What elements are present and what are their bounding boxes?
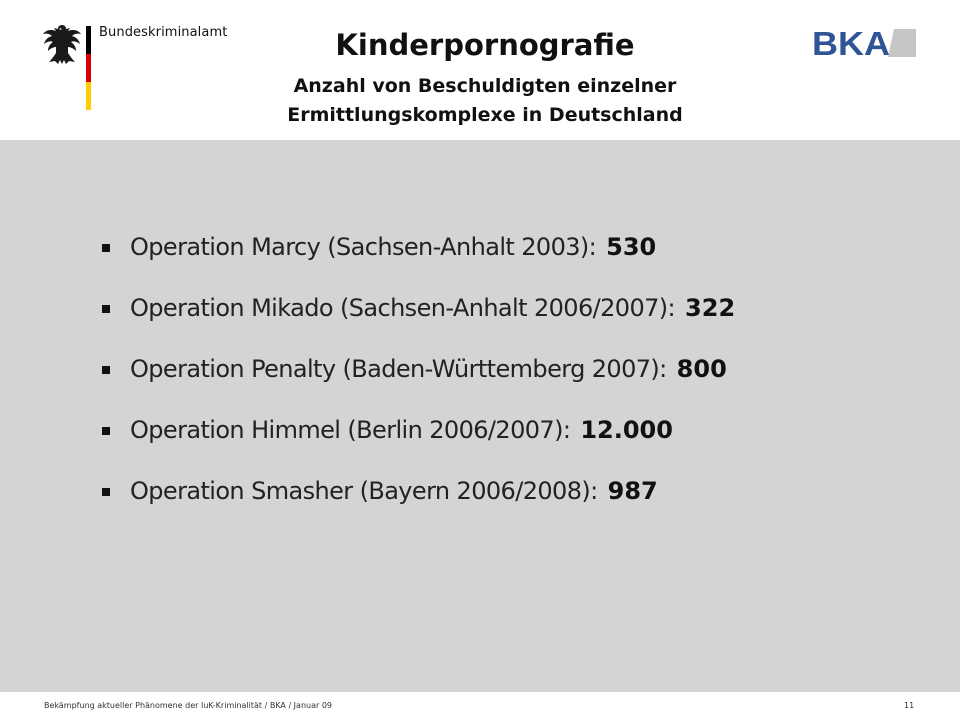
list-item-text: Operation Smasher (Bayern 2006/2008): 987 (130, 476, 658, 506)
item-label: Operation Mikado (Sachsen-Anhalt 2006/20… (130, 294, 676, 322)
item-value: 987 (607, 477, 658, 505)
subtitle-line-2: Ermittlungskomplexe in Deutschland (287, 104, 683, 126)
item-label: Operation Marcy (Sachsen-Anhalt 2003): (130, 233, 597, 261)
square-bullet-icon (102, 305, 110, 313)
subtitle-line-1: Anzahl von Beschuldigten einzelner (293, 75, 677, 97)
square-bullet-icon (102, 366, 110, 374)
list-item-text: Operation Mikado (Sachsen-Anhalt 2006/20… (130, 293, 735, 323)
list-item-text: Operation Himmel (Berlin 2006/2007): 12.0… (130, 415, 673, 445)
item-label: Operation Penalty (Baden-Württemberg 200… (130, 355, 667, 383)
logo-grey-block (888, 29, 916, 57)
item-label: Operation Smasher (Bayern 2006/2008): (130, 477, 598, 505)
square-bullet-icon (102, 244, 110, 252)
item-value: 530 (606, 233, 657, 261)
square-bullet-icon (102, 488, 110, 496)
agency-name: Bundeskriminalamt (99, 25, 228, 40)
page-number: 11 (904, 701, 915, 710)
footer-text: Bekämpfung aktueller Phänomene der IuK-K… (44, 701, 332, 710)
item-value: 800 (676, 355, 727, 383)
flag-red-stripe (86, 54, 91, 82)
federal-eagle-icon (43, 25, 81, 64)
slide-title: Kinderpornografie (335, 28, 635, 62)
german-flag-bar (86, 26, 91, 110)
item-label: Operation Himmel (Berlin 2006/2007): (130, 416, 571, 444)
list-item-text: Operation Marcy (Sachsen-Anhalt 2003): 53… (130, 232, 656, 262)
bka-logo: BKA (812, 29, 916, 57)
item-value: 322 (685, 294, 736, 322)
slide-content: Operation Marcy (Sachsen-Anhalt 2003): 53… (0, 140, 960, 692)
logo-text: BKA (812, 29, 890, 57)
slide-header: Bundeskriminalamt Kinderpornografie Anza… (0, 0, 960, 140)
slide-subtitle: Anzahl von Beschuldigten einzelner Ermit… (210, 72, 760, 130)
flag-gold-stripe (86, 82, 91, 110)
item-value: 12.000 (580, 416, 673, 444)
slide-footer: Bekämpfung aktueller Phänomene der IuK-K… (0, 692, 960, 720)
square-bullet-icon (102, 427, 110, 435)
flag-black-stripe (86, 26, 91, 54)
list-item-text: Operation Penalty (Baden-Württemberg 200… (130, 354, 727, 384)
